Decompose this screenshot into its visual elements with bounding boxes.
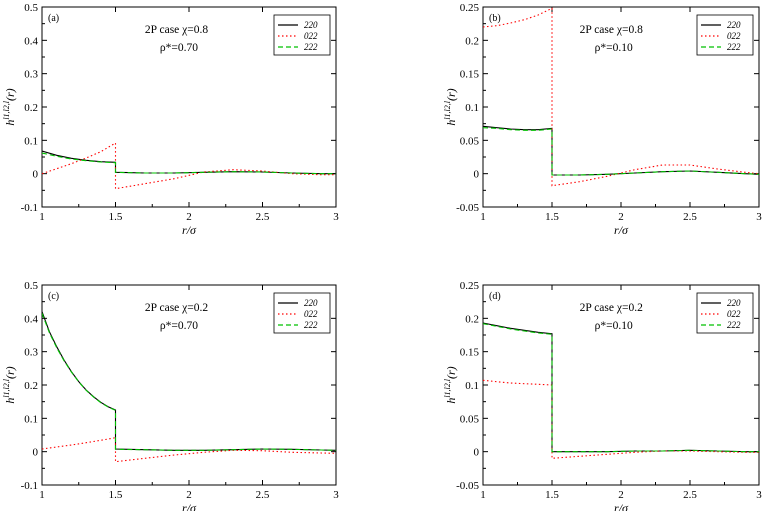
x-tick-label: 2.5 bbox=[683, 489, 697, 501]
x-tick-label: 1.5 bbox=[545, 489, 559, 501]
series-line-222 bbox=[483, 127, 759, 176]
y-tick-label: 0 bbox=[33, 169, 39, 181]
y-tick-label: 0.2 bbox=[24, 102, 38, 114]
x-tick-label: 3 bbox=[756, 489, 762, 501]
x-tick-label: 2 bbox=[186, 489, 192, 501]
y-axis-label: hl1,l2,l(r) bbox=[2, 88, 17, 125]
chart-panel-3: 1 1.5 2 2.5 3 -0.1 0 0.1 0.2 0.3 0.4 0.5 r/σ hl1,l2,l… bbox=[2, 280, 339, 511]
series-line-022 bbox=[42, 142, 336, 190]
annotation-density: ρ*=0.10 bbox=[595, 320, 633, 332]
y-tick-label: 0.05 bbox=[460, 135, 480, 147]
x-tick-label: 2.5 bbox=[683, 211, 697, 223]
y-tick-label: 0.1 bbox=[24, 413, 38, 425]
x-tick-label: 3 bbox=[756, 211, 762, 223]
legend-label: 220 bbox=[304, 298, 318, 308]
y-axis-label: hl1,l2,l(r) bbox=[443, 366, 458, 403]
legend-box bbox=[273, 14, 331, 56]
y-tick-label: 0.15 bbox=[460, 347, 480, 359]
x-axis-label: r/σ bbox=[182, 501, 197, 511]
x-tick-label: 2 bbox=[618, 489, 624, 501]
annotation-density: ρ*=0.70 bbox=[160, 42, 198, 54]
y-tick-label: 0.2 bbox=[465, 35, 479, 47]
legend-label: 220 bbox=[727, 298, 741, 308]
x-axis-label: r/σ bbox=[614, 501, 629, 511]
legend-label: 022 bbox=[304, 309, 318, 319]
y-tick-label: 0.2 bbox=[24, 380, 38, 392]
x-tick-label: 2 bbox=[618, 211, 624, 223]
y-tick-label: -0.1 bbox=[21, 480, 38, 492]
x-tick-label: 1.5 bbox=[109, 211, 123, 223]
annotation-density: ρ*=0.10 bbox=[595, 42, 633, 54]
x-tick-label: 1.5 bbox=[109, 489, 123, 501]
y-tick-label: 0.25 bbox=[460, 2, 480, 14]
series-line-220 bbox=[42, 150, 336, 175]
series-line-220 bbox=[483, 322, 759, 453]
y-tick-label: 0.05 bbox=[460, 413, 480, 425]
annotation-case: 2P case χ=0.2 bbox=[145, 302, 208, 314]
x-tick-label: 1 bbox=[39, 211, 45, 223]
legend-label: 022 bbox=[727, 309, 741, 319]
x-tick-label: 3 bbox=[333, 489, 339, 501]
y-tick-label: 0 bbox=[474, 447, 480, 459]
chart-panel-1: 1 1.5 2 2.5 3 -0.1 0 0.1 0.2 0.3 0.4 0.5 r/σ hl1,l2,l… bbox=[2, 2, 339, 237]
legend-box bbox=[696, 14, 754, 56]
y-tick-label: 0.1 bbox=[465, 380, 479, 392]
legend-label: 222 bbox=[727, 320, 741, 330]
y-tick-label: 0.1 bbox=[465, 102, 479, 114]
panel-label: (a) bbox=[48, 13, 59, 24]
annotation-case: 2P case χ=0.8 bbox=[145, 24, 208, 36]
panel-label: (c) bbox=[48, 291, 59, 302]
y-axis-label: hl1,l2,l(r) bbox=[443, 88, 458, 125]
x-tick-label: 2.5 bbox=[256, 211, 270, 223]
y-tick-label: 0 bbox=[474, 169, 480, 181]
series-line-022 bbox=[483, 7, 759, 187]
legend-label: 022 bbox=[727, 31, 741, 41]
y-tick-label: -0.05 bbox=[456, 202, 479, 214]
legend-label: 022 bbox=[304, 31, 318, 41]
x-tick-label: 1.5 bbox=[545, 211, 559, 223]
y-tick-label: 0.25 bbox=[460, 280, 480, 292]
y-tick-label: 0.1 bbox=[24, 135, 38, 147]
y-tick-label: 0.2 bbox=[465, 313, 479, 325]
x-axis-label: r/σ bbox=[182, 223, 197, 237]
series-line-220 bbox=[483, 125, 759, 176]
chart-panel-4: 1 1.5 2 2.5 3 -0.05 0 0.05 0.1 0.15 0.2 0.25 r/σ hl1,… bbox=[443, 280, 762, 511]
y-tick-label: 0.5 bbox=[24, 2, 38, 14]
x-tick-label: 2 bbox=[186, 211, 192, 223]
x-tick-label: 2.5 bbox=[256, 489, 270, 501]
legend-label: 222 bbox=[304, 42, 318, 52]
x-tick-label: 1 bbox=[480, 489, 486, 501]
y-tick-label: 0.3 bbox=[24, 347, 38, 359]
chart-panel-2: 1 1.5 2 2.5 3 -0.05 0 0.05 0.1 0.15 0.2 0.25 r/σ hl1,… bbox=[443, 2, 762, 237]
annotation-case: 2P case χ=0.8 bbox=[580, 24, 643, 36]
series-line-222 bbox=[42, 152, 336, 175]
x-axis-label: r/σ bbox=[614, 223, 629, 237]
y-tick-label: 0.4 bbox=[24, 313, 38, 325]
y-tick-label: 0.3 bbox=[24, 69, 38, 81]
legend-label: 222 bbox=[304, 320, 318, 330]
y-axis-label: hl1,l2,l(r) bbox=[2, 366, 17, 403]
series-line-222 bbox=[483, 323, 759, 453]
series-line-022 bbox=[483, 379, 759, 459]
y-tick-label: 0.15 bbox=[460, 69, 480, 81]
x-tick-label: 1 bbox=[480, 211, 486, 223]
legend-box bbox=[273, 292, 331, 334]
y-tick-label: -0.05 bbox=[456, 480, 479, 492]
x-tick-label: 1 bbox=[39, 489, 45, 501]
y-tick-label: -0.1 bbox=[21, 202, 38, 214]
panel-label: (d) bbox=[489, 291, 501, 302]
legend-label: 222 bbox=[727, 42, 741, 52]
y-tick-label: 0 bbox=[33, 447, 39, 459]
x-tick-label: 3 bbox=[333, 211, 339, 223]
annotation-case: 2P case χ=0.2 bbox=[580, 302, 643, 314]
y-tick-label: 0.4 bbox=[24, 35, 38, 47]
legend-label: 220 bbox=[727, 20, 741, 30]
y-tick-label: 0.5 bbox=[24, 280, 38, 292]
panel-label: (b) bbox=[489, 13, 501, 24]
legend-label: 220 bbox=[304, 20, 318, 30]
series-line-222 bbox=[42, 313, 336, 451]
legend-box bbox=[696, 292, 754, 334]
annotation-density: ρ*=0.70 bbox=[160, 320, 198, 332]
